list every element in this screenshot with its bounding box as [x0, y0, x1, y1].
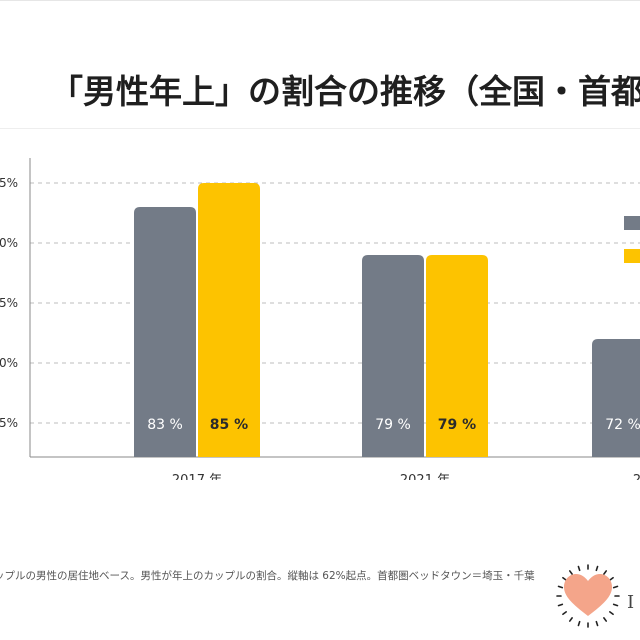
- footnote-box: ップルの男性の居住地ベース。男性が年上のカップルの割合。縦軸は 62%起点。首都…: [0, 568, 640, 584]
- chart-title-box: 「男性年上」の割合の推移（全国・首都: [0, 62, 640, 122]
- sunburst-dash: [568, 570, 573, 575]
- x-tick-label: 2017 年: [172, 473, 222, 480]
- sunburst-dash: [612, 603, 619, 607]
- x-tick-label: 2021 年: [400, 473, 450, 480]
- sunburst-dash: [557, 585, 564, 589]
- bar: [198, 183, 260, 457]
- logo-badge: [556, 564, 620, 628]
- bar: [592, 339, 640, 457]
- bar-value-label: 79 %: [438, 417, 476, 433]
- sunburst-dash: [603, 570, 608, 575]
- title-divider: [0, 128, 640, 129]
- legend-swatch-gray: [624, 216, 640, 230]
- bar-value-label: 83 %: [147, 417, 183, 433]
- sunburst-dash: [577, 620, 581, 627]
- top-divider: [0, 0, 640, 1]
- sunburst-dash: [603, 617, 608, 622]
- bar: [362, 255, 424, 457]
- sunburst-dash: [562, 576, 567, 581]
- sunburst-dash: [612, 585, 619, 589]
- logo-letter: I: [627, 592, 635, 613]
- y-tick-label: 0%: [0, 236, 18, 250]
- footnote: ップルの男性の居住地ベース。男性が年上のカップルの割合。縦軸は 62%起点。首都…: [0, 570, 535, 582]
- sunburst-dash: [609, 611, 614, 616]
- y-tick-label: 5%: [0, 176, 18, 190]
- sunburst-dash: [595, 620, 599, 627]
- sunburst-dash: [562, 611, 567, 616]
- bar-value-label: 85 %: [210, 417, 248, 433]
- sunburst-dash: [568, 617, 573, 622]
- y-tick-label: 5%: [0, 296, 18, 310]
- heart-icon: [564, 574, 612, 616]
- x-tick-label: 2: [633, 473, 640, 480]
- bar-chart: 5% 0% 5% 0% 5% 83 % 85 % 2017 年 79 % 79 % 2021 年 72…: [0, 158, 640, 480]
- sunburst-dash: [577, 565, 581, 572]
- y-tick-label: 0%: [0, 356, 18, 370]
- sunburst-dash: [557, 603, 564, 607]
- bar-value-label: 72 %: [605, 417, 640, 433]
- sunburst-dash: [609, 576, 614, 581]
- sunburst-dots: [556, 564, 620, 628]
- bar-value-label: 79 %: [375, 417, 411, 433]
- y-tick-label: 5%: [0, 416, 18, 430]
- bar: [426, 255, 488, 457]
- bar: [134, 207, 196, 457]
- chart-title: 「男性年上」の割合の推移（全国・首都: [50, 72, 640, 111]
- legend-swatch-yellow: [624, 249, 640, 263]
- sunburst-dash: [595, 565, 599, 572]
